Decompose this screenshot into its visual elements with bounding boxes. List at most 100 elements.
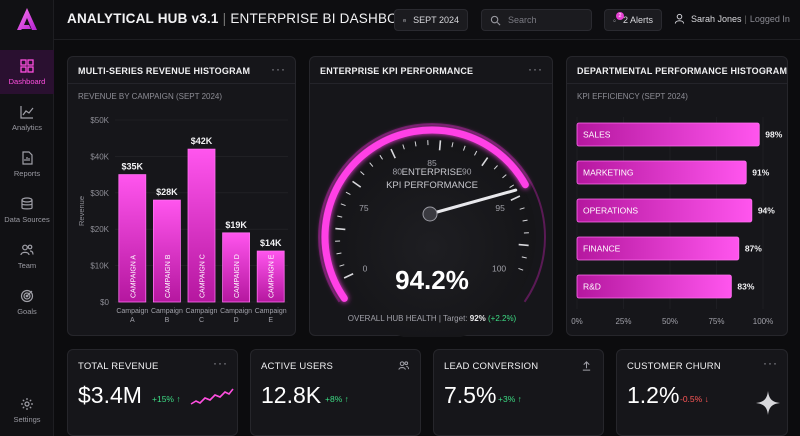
bar-category-label: SALES	[583, 130, 611, 140]
alerts-button[interactable]: 2 2 Alerts	[604, 9, 662, 31]
gauge-tick-label: 80	[393, 167, 403, 177]
gauge-tick	[369, 162, 374, 167]
team-icon	[20, 244, 34, 255]
sidebar-item-team[interactable]: Team	[0, 234, 54, 278]
x-tick-label: 50%	[662, 317, 678, 326]
gauge-tick	[352, 180, 362, 188]
gauge-tick	[337, 215, 343, 218]
gauge-needle-hub	[422, 206, 438, 222]
department-bar[interactable]	[576, 274, 732, 299]
panel-title: DEPARTMENTAL PERFORMANCE HISTOGRAM	[577, 66, 788, 76]
panel-subtitle: REVENUE BY CAMPAIGN (SEPT 2024)	[78, 92, 223, 101]
gauge-needle	[428, 188, 518, 216]
kpi-title: CUSTOMER CHURN	[627, 361, 721, 372]
bar-inner-label: CAMPAIGN C	[200, 254, 207, 298]
sidebar: Dashboard Analytics Reports Data Sources…	[0, 0, 54, 436]
user-menu[interactable]: Sarah Jones | Logged In	[674, 13, 790, 24]
x-tick-label: 100%	[753, 317, 773, 326]
database-icon	[21, 196, 33, 209]
panel-menu-button[interactable]: ···	[763, 62, 778, 76]
sidebar-item-label: Settings	[13, 414, 41, 424]
gauge-tick	[502, 174, 507, 179]
panel-menu-button[interactable]: ···	[271, 62, 286, 76]
users-icon	[398, 361, 409, 370]
panel-menu-button[interactable]: ···	[528, 62, 543, 76]
kpi-value: 7.5%	[444, 382, 497, 408]
dots-menu-icon[interactable]: ···	[213, 356, 228, 370]
gauge-tick	[522, 219, 528, 222]
gauge-outer-ring	[318, 123, 546, 303]
sidebar-item-goals[interactable]: Goals	[0, 280, 54, 324]
app-title: ANALYTICAL HUB v3.1	[67, 11, 219, 26]
y-tick-label: $0	[100, 298, 109, 307]
gauge-tick	[379, 154, 383, 160]
kpi-title: LEAD CONVERSION	[444, 361, 539, 372]
department-bar[interactable]	[576, 122, 760, 147]
bar-data-label: $42K	[191, 136, 213, 146]
x-tick-label: Campaign	[116, 308, 148, 315]
department-bar[interactable]	[576, 160, 747, 185]
kpi-value: $3.4M	[78, 382, 142, 408]
gear-icon	[21, 397, 33, 410]
panel-subtitle: KPI EFFICIENCY (SEPT 2024)	[577, 92, 688, 101]
search-input[interactable]: Search	[481, 9, 592, 31]
kpi-gauge: 0 75 80 85 90 95 100 ENTERPRISE KPI PERFORMANCE 9…	[318, 123, 546, 337]
bar-value-label: 87%	[745, 244, 762, 254]
revenue-bar[interactable]	[118, 174, 147, 303]
sidebar-item-label: Data Sources	[4, 214, 50, 224]
page-title: ANALYTICAL HUB v3.1 | ENTERPRISE BI DASHBO…	[67, 11, 427, 26]
x-tick-label: Campaign	[186, 308, 218, 315]
revenue-bar-chart: $0 $10K $20K $30K $40K $50K Revenue $35K CAMPAIG…	[77, 116, 288, 324]
date-label: SEPT 2024	[413, 15, 459, 25]
sidebar-item-label: Goals	[17, 306, 37, 316]
sidebar-item-label: Team	[17, 260, 37, 270]
kpi-performance-panel: ENTERPRISE KPI PERFORMANCE ··· 0 75 80 85 90…	[309, 56, 553, 337]
kpi-delta: +3% ↑	[498, 394, 522, 404]
revenue-bar[interactable]	[153, 199, 181, 303]
y-axis-label: Revenue	[77, 196, 86, 226]
x-tick-label: 25%	[615, 317, 631, 326]
revenue-bar[interactable]	[222, 232, 251, 303]
bar-data-label: $35K	[122, 162, 144, 172]
sidebar-item-reports[interactable]: Reports	[0, 142, 54, 186]
sidebar-item-label: Dashboard	[8, 76, 46, 86]
x-tick-label: C	[199, 317, 204, 324]
bar-data-label: $28K	[156, 187, 178, 197]
goals-icon	[20, 289, 34, 302]
panel-title: MULTI-SERIES REVENUE HISTOGRAM	[78, 66, 251, 76]
sidebar-item-settings[interactable]: Settings	[0, 388, 54, 432]
gauge-tick	[340, 203, 346, 207]
logo-icon	[17, 8, 37, 30]
bar-value-label: 83%	[737, 282, 754, 292]
bar-inner-label: CAMPAIGN D	[234, 254, 241, 298]
sidebar-item-dashboard[interactable]: Dashboard	[0, 50, 54, 94]
gauge-tick	[336, 252, 342, 255]
sparkle-icon	[756, 391, 780, 415]
gauge-tick-label: 95	[495, 203, 505, 213]
x-tick-label: Campaign	[220, 308, 252, 315]
reports-icon	[22, 150, 33, 165]
alert-count-badge: 2	[616, 12, 624, 20]
gauge-tick	[519, 207, 525, 210]
dashboard-icon	[20, 58, 34, 73]
date-picker[interactable]: SEPT 2024	[394, 9, 468, 31]
revenue-bar[interactable]	[187, 148, 216, 303]
revenue-bar[interactable]	[256, 250, 285, 303]
gauge-tick	[474, 150, 478, 156]
gauge-tick	[414, 141, 417, 147]
x-tick-label: D	[234, 317, 239, 324]
gauge-title: ENTERPRISE	[402, 167, 463, 178]
gauge-tick	[360, 171, 365, 176]
bar-inner-label: CAMPAIGN E	[269, 254, 276, 298]
department-bar[interactable]	[576, 198, 753, 223]
analytics-icon	[20, 105, 34, 119]
x-tick-label: 75%	[708, 317, 724, 326]
gauge-tick	[335, 227, 346, 231]
sidebar-item-data-sources[interactable]: Data Sources	[0, 188, 54, 232]
dots-menu-icon[interactable]: ···	[763, 356, 778, 370]
sidebar-item-analytics[interactable]: Analytics	[0, 96, 54, 140]
alerts-label: 2 Alerts	[622, 15, 653, 25]
department-bar[interactable]	[576, 236, 740, 261]
y-tick-label: $20K	[90, 225, 109, 234]
bar-data-label: $19K	[225, 220, 247, 230]
